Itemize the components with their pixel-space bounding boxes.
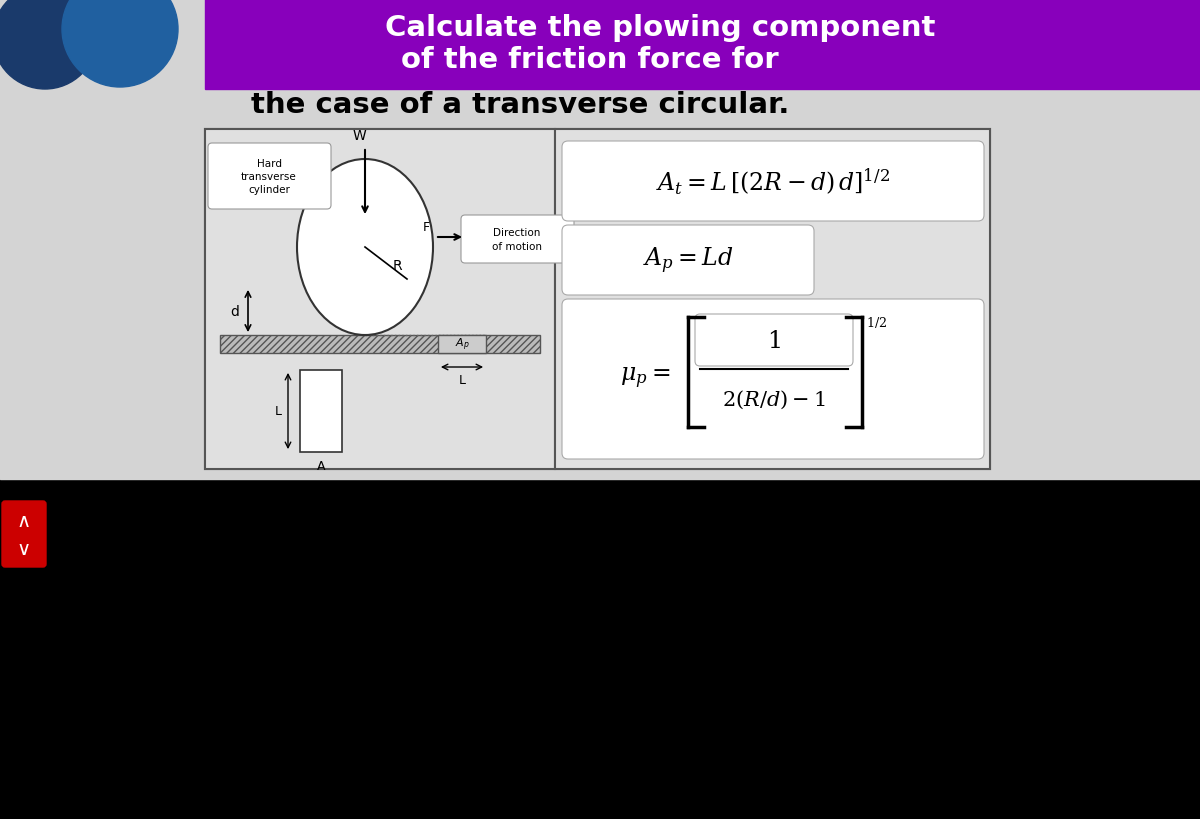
FancyBboxPatch shape: [562, 226, 814, 296]
FancyBboxPatch shape: [695, 314, 853, 367]
Text: $A_p = Ld$: $A_p = Ld$: [643, 246, 733, 276]
Text: the case of a transverse circular.: the case of a transverse circular.: [251, 91, 790, 119]
Ellipse shape: [298, 160, 433, 336]
Text: $2(R/d) - 1$: $2(R/d) - 1$: [722, 388, 826, 410]
Text: $A_p$: $A_p$: [455, 337, 469, 353]
FancyBboxPatch shape: [461, 215, 574, 264]
Bar: [300, 370, 342, 452]
Text: W: W: [352, 129, 366, 143]
FancyBboxPatch shape: [2, 501, 46, 568]
Text: ∨: ∨: [17, 540, 31, 559]
Circle shape: [62, 0, 178, 88]
Text: d: d: [230, 305, 240, 319]
Text: F: F: [422, 221, 430, 233]
Text: Calculate the plowing component: Calculate the plowing component: [385, 14, 935, 42]
FancyBboxPatch shape: [208, 144, 331, 210]
Bar: [0, 0, 1200, 479]
Text: Direction
of motion: Direction of motion: [492, 229, 542, 251]
Text: Hard
transverse
cylinder: Hard transverse cylinder: [241, 159, 296, 195]
Text: $^{1/2}$: $^{1/2}$: [866, 318, 887, 336]
Circle shape: [0, 0, 97, 90]
Text: of the friction force for: of the friction force for: [401, 46, 779, 74]
Bar: [438, 336, 486, 354]
Bar: [205, 130, 990, 469]
Bar: [554, 130, 990, 469]
Bar: [0, 479, 1200, 819]
Text: $\mu_p =$: $\mu_p =$: [620, 364, 671, 390]
Bar: [205, 0, 1200, 90]
Text: L: L: [458, 374, 466, 387]
Text: L: L: [275, 405, 282, 418]
Bar: [205, 130, 554, 469]
Bar: [220, 336, 540, 354]
FancyBboxPatch shape: [562, 300, 984, 459]
Text: A: A: [317, 460, 325, 473]
Text: $1$: $1$: [767, 328, 781, 352]
Text: $A_t = L\,[(2R - d)\,d]^{1/2}$: $A_t = L\,[(2R - d)\,d]^{1/2}$: [656, 166, 890, 197]
Text: R: R: [394, 259, 403, 273]
FancyBboxPatch shape: [562, 142, 984, 222]
Text: ∧: ∧: [17, 512, 31, 531]
